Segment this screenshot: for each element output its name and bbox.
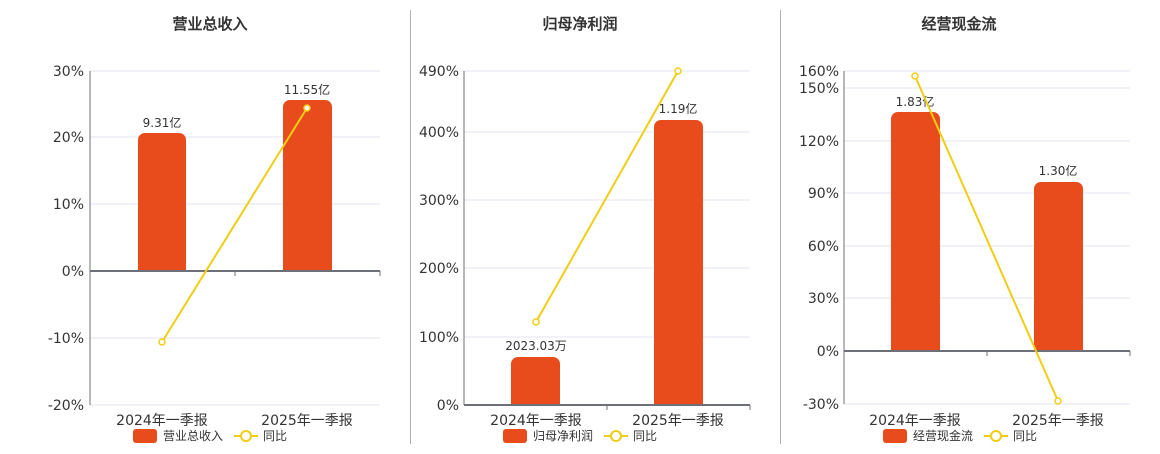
svg-text:0%: 0% [437,398,459,414]
svg-text:160%: 160% [799,64,839,80]
bar-label: 1.19亿 [659,101,698,116]
svg-text:0%: 0% [62,264,84,280]
panel-divider [410,10,411,444]
bar-2025[interactable] [283,100,332,271]
bar-label: 11.55亿 [284,82,330,97]
yoy-point[interactable] [674,67,682,75]
svg-text:-20%: -20% [48,398,84,414]
bar-label: 9.31亿 [143,115,182,130]
legend[interactable]: 经营现金流 同比 [883,428,1037,443]
svg-text:营业总收入: 营业总收入 [163,429,223,443]
svg-text:30%: 30% [53,64,84,80]
svg-text:120%: 120% [799,134,839,150]
y-axis-ticks: 30% 20% 10% 0% -10% -20% [48,64,84,414]
legend-line-icon [240,430,252,442]
yoy-line [914,75,1059,402]
legend[interactable]: 营业总收入 同比 [133,429,287,443]
svg-text:同比: 同比 [633,429,657,443]
svg-text:300%: 300% [419,193,459,209]
svg-text:归母净利润: 归母净利润 [533,429,593,443]
chart-title: 经营现金流 [921,15,996,33]
x-tick: 2025年一季报 [1012,413,1104,429]
grid-lines [464,70,750,338]
chart-cash-flow: 经营现金流 160% 150% 120% 90% 60% 30% 0% -30%… [799,15,1131,443]
bar-label: 2023.03万 [505,339,567,353]
yoy-point[interactable] [158,338,166,346]
svg-text:10%: 10% [53,197,84,213]
y-axis-ticks: 490% 400% 300% 200% 100% 0% [419,64,459,414]
svg-text:同比: 同比 [263,429,287,443]
legend-bar-swatch [503,429,527,443]
grid-lines [90,70,380,406]
legend[interactable]: 归母净利润 同比 [503,429,657,443]
bar-2025[interactable] [654,120,703,405]
yoy-line [161,107,308,343]
legend-line-icon [610,430,622,442]
x-tick: 2024年一季报 [869,413,961,429]
bar-2024[interactable] [138,133,186,271]
x-tick: 2024年一季报 [490,413,582,429]
svg-text:-10%: -10% [48,331,84,347]
chart-net-profit: 归母净利润 490% 400% 300% 200% 100% 0% 2023.0… [419,15,751,443]
yoy-point[interactable] [532,318,540,326]
chart-title: 营业总收入 [172,15,247,33]
chart-panel-cash-flow: 经营现金流 160% 150% 120% 90% 60% 30% 0% -30%… [781,0,1160,450]
chart-revenue: 营业总收入 30% 20% 10% 0% -10% -20% 9.31亿 11.… [48,15,381,443]
svg-text:20%: 20% [53,130,84,146]
svg-text:30%: 30% [808,291,839,307]
svg-text:90%: 90% [808,186,839,202]
svg-text:200%: 200% [419,261,459,277]
svg-text:490%: 490% [419,64,459,80]
svg-text:60%: 60% [808,239,839,255]
yoy-point[interactable] [1054,397,1062,405]
yoy-line [535,70,679,323]
svg-text:100%: 100% [419,330,459,346]
y-axis-ticks: 160% 150% 120% 90% 60% 30% 0% -30% [799,64,839,413]
legend-bar-swatch [133,429,157,443]
svg-text:-30%: -30% [803,397,839,413]
x-tick: 2025年一季报 [261,413,353,429]
bar-label: 1.30亿 [1039,163,1078,178]
chart-panel-net-profit: 归母净利润 490% 400% 300% 200% 100% 0% 2023.0… [411,0,781,450]
bar-2025[interactable] [1034,182,1083,351]
yoy-point[interactable] [303,104,311,112]
yoy-point[interactable] [911,72,919,80]
x-tick: 2024年一季报 [116,413,208,429]
svg-text:400%: 400% [419,125,459,141]
bar-2024[interactable] [511,357,560,405]
svg-text:经营现金流: 经营现金流 [913,428,973,443]
chart-title: 归母净利润 [542,15,617,33]
legend-line-icon [990,430,1002,442]
svg-text:同比: 同比 [1013,429,1037,443]
x-tick: 2025年一季报 [632,413,724,429]
bar-2024[interactable] [891,112,940,351]
panel-divider [780,10,781,444]
svg-text:150%: 150% [799,81,839,97]
chart-panel-revenue: 营业总收入 30% 20% 10% 0% -10% -20% 9.31亿 11.… [0,0,400,450]
legend-bar-swatch [883,429,907,443]
svg-text:0%: 0% [817,344,839,360]
